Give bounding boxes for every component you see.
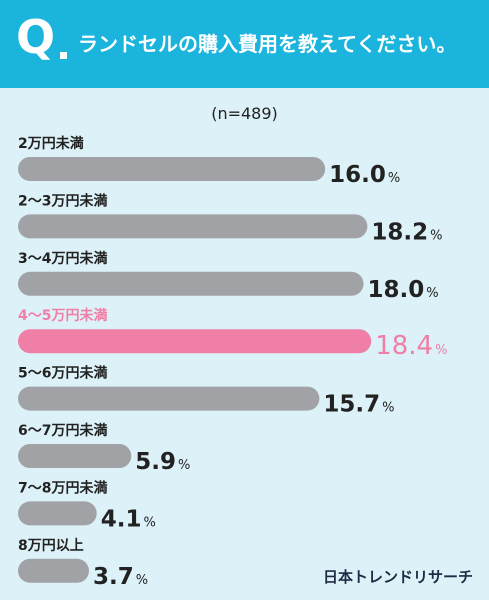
value-number: 15.7 [323, 392, 380, 418]
category-label: 2万円未満 [18, 135, 84, 152]
bar [18, 157, 326, 181]
bar [18, 329, 372, 354]
category-label: 3～4万円未満 [18, 250, 107, 267]
value-label: 18.4% [375, 331, 447, 361]
value-number: 4.1 [101, 506, 142, 532]
category-label: 5～6万円未満 [18, 365, 107, 382]
category-label: 8万円以上 [18, 538, 84, 554]
value-unit: % [435, 343, 447, 358]
value-unit: % [136, 573, 148, 588]
bar [18, 558, 90, 583]
value-label: 18.2% [371, 219, 442, 245]
value-number: 18.4 [375, 331, 433, 361]
bar [18, 271, 364, 296]
value-number: 18.0 [368, 277, 425, 303]
bar [18, 444, 132, 468]
q-letter-icon: Q [16, 10, 56, 64]
brand-logo: 日本トレンドリサーチ [322, 568, 473, 586]
value-unit: % [178, 458, 190, 473]
bar [18, 501, 97, 526]
value-label: 3.7% [93, 564, 148, 590]
q-dot-icon [60, 52, 67, 59]
bar [18, 214, 368, 239]
bar [18, 386, 320, 411]
value-unit: % [143, 515, 155, 530]
value-unit: % [430, 228, 442, 243]
value-unit: % [382, 401, 394, 416]
category-label: 6～7万円未満 [18, 422, 107, 439]
value-unit: % [426, 286, 438, 301]
value-number: 16.0 [329, 162, 386, 188]
question-title: ランドセルの購入費用を教えてください。 [78, 32, 457, 56]
value-label: 5.9% [135, 449, 190, 475]
value-number: 3.7 [93, 564, 134, 590]
value-number: 18.2 [371, 219, 428, 245]
category-label: 4～5万円未満 [18, 307, 107, 324]
value-unit: % [388, 171, 400, 186]
category-label: 7～8万円未満 [18, 479, 107, 496]
sample-size: (n=489) [211, 104, 278, 123]
value-label: 18.0% [368, 277, 439, 303]
value-label: 16.0% [329, 162, 400, 188]
value-number: 5.9 [135, 449, 176, 475]
value-label: 15.7% [323, 392, 394, 418]
question-header: Q ランドセルの購入費用を教えてください。 [0, 0, 489, 88]
value-label: 4.1% [101, 506, 156, 532]
category-label: 2～3万円未満 [18, 192, 107, 209]
